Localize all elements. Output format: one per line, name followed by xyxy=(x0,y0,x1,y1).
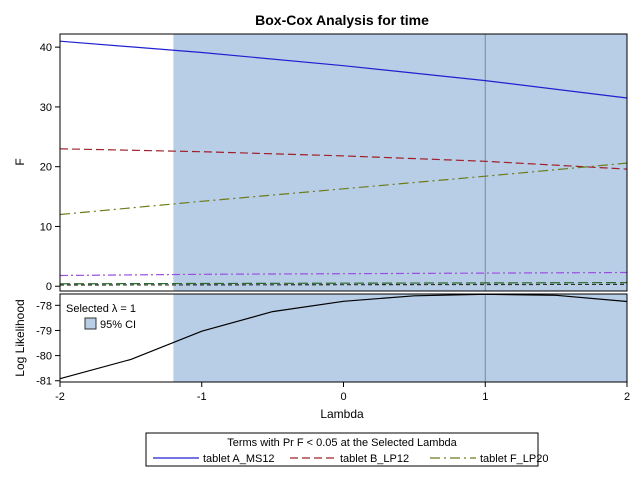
legend: Terms with Pr F < 0.05 at the Selected L… xyxy=(145,432,549,467)
f-series-line-5 xyxy=(59,282,628,285)
ll-y-tick-label: -79 xyxy=(36,325,52,337)
f-series-line-6 xyxy=(59,283,628,286)
f-y-tick-label: 40 xyxy=(40,42,52,54)
x-tick-label: -2 xyxy=(55,391,65,403)
x-tick-label: -1 xyxy=(197,391,207,403)
f-y-tick-label: 0 xyxy=(46,281,52,293)
f-series-line-tablet-f-lp20 xyxy=(59,162,628,216)
ll-y-tick-label: -78 xyxy=(36,300,52,312)
f-y-tick-label: 30 xyxy=(40,102,52,114)
ci-band-top xyxy=(173,34,627,291)
legend-frame xyxy=(145,432,539,467)
ll-y-tick-label: -81 xyxy=(36,376,52,388)
ci-swatch xyxy=(84,317,97,330)
ll-series-line-1 xyxy=(59,293,628,380)
f-panel: 0 10 20 30 40 F xyxy=(13,33,628,293)
log-likelihood-axis-label: Log Likelihood xyxy=(13,299,27,376)
x-tick-label: 2 xyxy=(624,391,630,403)
f-y-tick-label: 10 xyxy=(40,221,52,233)
log-likelihood-panel: -81 -80 -79 -78 Log Likelihood Selected λ =… xyxy=(13,293,628,388)
x-axis-label: Lambda xyxy=(320,407,364,421)
f-series-line-tablet-b-lp12 xyxy=(59,148,628,170)
ll-y-tick-label: -80 xyxy=(36,351,52,363)
legend-item-label: tablet A_MS12 xyxy=(203,453,275,465)
x-tick-label: 0 xyxy=(340,391,346,403)
f-panel-frame xyxy=(59,33,628,292)
ci-label: 95% CI xyxy=(100,319,136,331)
chart-title: Box-Cox Analysis for time xyxy=(255,12,429,28)
f-series-line-tablet-a-ms12 xyxy=(59,40,628,99)
legend-item-label: tablet B_LP12 xyxy=(340,453,409,465)
f-y-tick-label: 20 xyxy=(40,162,52,174)
f-axis-label: F xyxy=(13,158,27,165)
legend-item-label: tablet F_LP20 xyxy=(480,453,549,465)
ci-band-bottom xyxy=(173,294,627,382)
legend-title: Terms with Pr F < 0.05 at the Selected L… xyxy=(227,437,457,449)
f-series-line-4 xyxy=(59,271,628,277)
selected-lambda-label: Selected λ = 1 xyxy=(66,303,136,315)
x-tick-label: 1 xyxy=(482,391,488,403)
